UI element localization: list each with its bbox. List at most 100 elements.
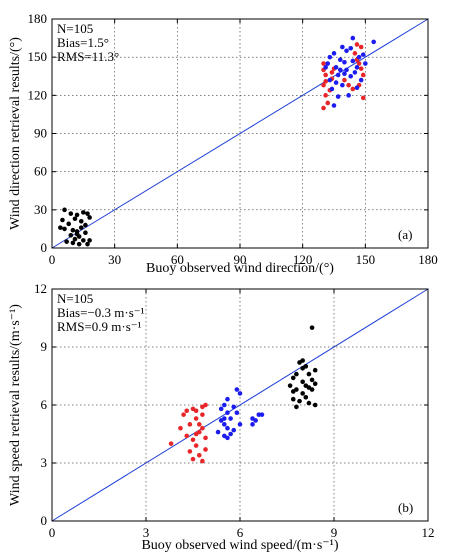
x-tick-label: 30 — [108, 252, 121, 267]
data-point-red — [329, 70, 335, 75]
stat-rms-b: RMS=0.9 m·s⁻¹ — [57, 319, 142, 334]
data-point-black — [309, 387, 315, 392]
x-tick-label: 90 — [234, 252, 247, 267]
data-point-blue — [346, 93, 351, 98]
data-point-black — [309, 325, 315, 330]
data-point-red — [187, 449, 193, 454]
data-point-black — [306, 400, 312, 406]
data-point-black — [290, 389, 296, 394]
data-point-black — [85, 211, 90, 216]
data-point-black — [290, 375, 296, 381]
data-point-black — [72, 216, 78, 222]
marks-b — [51, 288, 429, 522]
data-point-blue — [225, 425, 230, 431]
data-point-blue — [237, 391, 243, 396]
x-tick-label: 150 — [356, 252, 376, 267]
data-point-blue — [337, 57, 343, 63]
data-point-black — [294, 371, 299, 377]
y-axis-label-b: Wind speed retrieval results/(m·s⁻¹) — [8, 304, 23, 506]
x-tick-label: 6 — [237, 525, 244, 540]
data-point-blue — [327, 54, 333, 60]
ticks-a: 0 30 60 90 120 150 180 0 30 60 90 120 150 180 — [28, 11, 438, 267]
data-point-red — [352, 51, 358, 56]
data-point-black — [74, 231, 80, 237]
data-point-blue — [337, 67, 343, 73]
data-point-blue — [358, 77, 364, 83]
data-point-black — [300, 379, 305, 385]
y-tick-label: 150 — [28, 49, 48, 64]
data-point-blue — [325, 61, 331, 66]
data-point-blue — [348, 45, 354, 51]
data-point-red — [178, 425, 183, 431]
data-point-blue — [222, 402, 227, 408]
data-point-red — [190, 437, 196, 443]
data-point-red — [200, 425, 205, 431]
x-tick-label: 0 — [49, 525, 56, 540]
data-point-red — [193, 431, 199, 437]
data-point-black — [62, 226, 67, 232]
y-tick-label: 3 — [41, 455, 48, 470]
stat-n-b: N=105 — [57, 291, 93, 306]
data-point-black — [64, 239, 69, 244]
ticks-b: 0 3 6 9 12 0 3 6 9 12 — [34, 281, 435, 540]
data-point-red — [358, 44, 364, 50]
data-point-red — [321, 105, 326, 111]
data-point-red — [358, 66, 364, 71]
data-point-blue — [228, 416, 233, 421]
data-point-red — [168, 441, 174, 446]
stat-bias-a: Bias=1.5° — [57, 35, 109, 50]
data-point-blue — [225, 435, 230, 441]
x-tick-label: 12 — [422, 525, 435, 540]
data-point-blue — [222, 422, 227, 427]
data-point-black — [58, 225, 63, 230]
data-point-blue — [327, 77, 333, 83]
data-point-red — [203, 435, 208, 441]
data-point-blue — [333, 65, 339, 70]
data-point-blue — [354, 65, 360, 70]
data-point-black — [66, 221, 72, 227]
x-tick-label: 180 — [418, 252, 438, 267]
data-point-blue — [350, 35, 356, 41]
data-point-blue — [215, 429, 221, 435]
stat-rms-a: RMS=11.3° — [57, 49, 119, 64]
data-point-blue — [237, 422, 243, 427]
data-point-blue — [344, 67, 349, 73]
data-point-blue — [340, 82, 345, 88]
data-point-red — [346, 82, 351, 88]
y-tick-label: 6 — [41, 397, 48, 412]
y-tick-label: 30 — [34, 202, 47, 217]
chart-panel-a: 0 30 60 90 120 150 180 0 30 60 90 120 150 180 N=105 B… — [8, 11, 438, 276]
data-point-blue — [333, 80, 339, 85]
data-point-black — [290, 396, 296, 402]
data-point-blue — [331, 51, 337, 56]
data-point-red — [203, 402, 208, 408]
data-point-black — [81, 210, 86, 215]
data-point-black — [287, 383, 293, 388]
data-point-blue — [335, 72, 341, 78]
data-point-black — [78, 225, 84, 230]
data-point-blue — [228, 431, 233, 437]
data-point-blue — [253, 418, 258, 423]
data-point-red — [190, 456, 196, 462]
data-point-black — [76, 241, 82, 247]
data-point-black — [72, 236, 78, 242]
data-point-black — [312, 381, 318, 387]
data-point-black — [68, 211, 74, 216]
data-point-red — [360, 72, 366, 78]
data-point-blue — [350, 58, 356, 64]
y-tick-label: 90 — [34, 126, 47, 141]
y-axis-label-a: Wind direction retrieval results/(°) — [8, 37, 23, 230]
data-point-red — [342, 77, 347, 83]
data-point-blue — [329, 86, 335, 92]
data-point-blue — [331, 103, 337, 108]
data-point-black — [78, 218, 84, 224]
data-point-black — [83, 222, 88, 228]
reference-line — [51, 288, 429, 522]
data-point-blue — [363, 61, 368, 66]
x-tick-label: 3 — [143, 525, 150, 540]
data-point-blue — [342, 59, 347, 65]
y-tick-label: 12 — [34, 281, 47, 296]
data-point-black — [297, 398, 302, 404]
y-tick-label: 60 — [34, 164, 47, 179]
